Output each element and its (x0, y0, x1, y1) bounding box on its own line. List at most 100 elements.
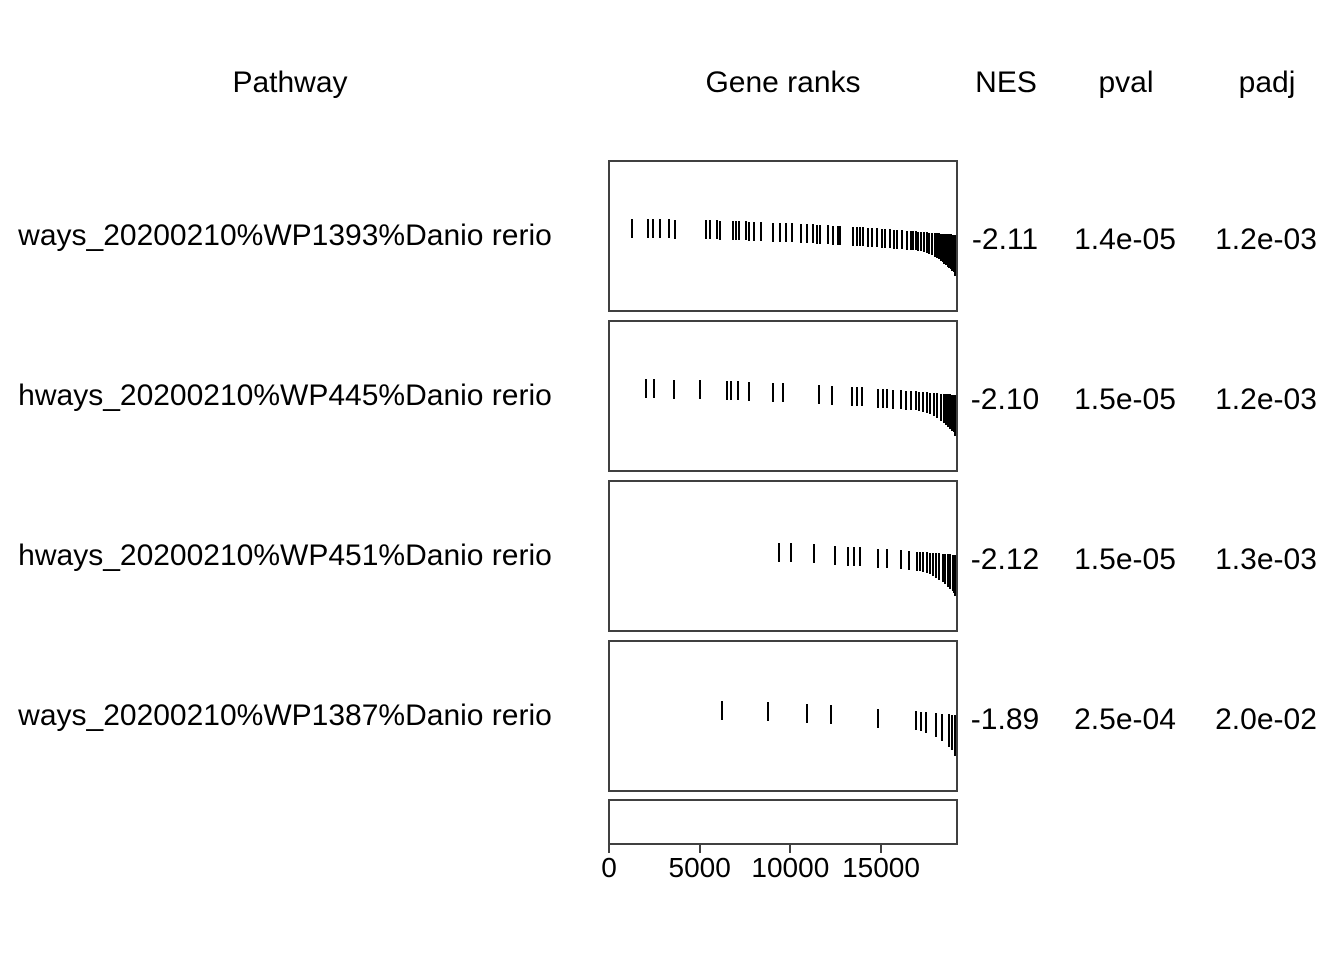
gene-rank-tick (861, 227, 864, 247)
column-header-nes: NES (975, 66, 1037, 99)
gene-rank-tick (941, 553, 944, 583)
gene-rank-tick (925, 392, 928, 413)
gene-rank-tick (921, 392, 924, 412)
gene-rank-tick (918, 391, 921, 411)
gene-rank-tick (674, 219, 677, 239)
gene-ranks-plot (608, 160, 958, 312)
gene-rank-tick (847, 546, 850, 566)
gene-rank-tick (933, 232, 936, 257)
gene-ranks-plot (608, 640, 958, 792)
gene-rank-tick (855, 227, 858, 247)
x-axis-tick-label: 5000 (668, 852, 731, 883)
gene-rank-tick (730, 380, 733, 400)
gene-rank-tick (940, 713, 943, 742)
gene-rank-tick (653, 379, 656, 399)
gene-rank-tick (760, 222, 763, 242)
gene-rank-tick (858, 547, 861, 567)
gene-rank-tick (951, 394, 954, 431)
gene-rank-tick (778, 222, 781, 242)
gene-rank-tick (943, 233, 946, 264)
gene-rank-tick (936, 393, 939, 419)
gene-rank-tick (928, 232, 931, 254)
gene-rank-tick (905, 390, 908, 410)
gene-rank-tick (812, 544, 815, 564)
gene-rank-tick (772, 222, 775, 242)
gene-rank-tick (930, 232, 933, 256)
gene-rank-tick (949, 394, 952, 429)
gene-rank-tick (919, 551, 922, 572)
gene-rank-tick (870, 228, 873, 248)
gene-rank-tick (837, 225, 840, 245)
gene-rank-tick (945, 394, 948, 426)
gene-rank-tick (908, 550, 911, 570)
gene-rank-tick (748, 221, 751, 241)
gene-rank-tick (947, 554, 950, 587)
gene-rank-tick (866, 227, 869, 247)
gene-rank-tick (881, 388, 884, 408)
pathway-label: hways_20200210%WP451%Danio rerio (18, 539, 552, 572)
gene-rank-tick (668, 219, 671, 239)
x-axis-tick-mark (789, 845, 792, 853)
gene-rank-tick (708, 220, 711, 240)
gene-rank-tick (876, 388, 879, 408)
pathway-label: hways_20200210%WP445%Danio rerio (18, 379, 552, 412)
gene-rank-tick (651, 219, 654, 239)
gene-rank-tick (925, 232, 928, 253)
gene-rank-tick (789, 543, 792, 563)
gene-rank-tick (924, 712, 927, 733)
axis-base-box (608, 799, 958, 845)
nes-value: -2.12 (970, 543, 1040, 576)
gene-rank-tick (914, 231, 917, 251)
gene-rank-tick (900, 550, 903, 570)
column-header-gene-ranks: Gene ranks (705, 66, 861, 99)
gene-rank-tick (732, 221, 735, 240)
gene-rank-tick (914, 391, 917, 411)
gene-rank-tick (942, 393, 945, 423)
gene-rank-tick (938, 233, 941, 260)
gene-rank-tick (659, 219, 662, 239)
gene-rank-tick (718, 220, 721, 240)
gene-rank-tick (784, 223, 787, 243)
gene-rank-tick (777, 542, 780, 562)
gene-rank-tick (880, 228, 883, 248)
padj-value: 1.2e-03 (1215, 383, 1317, 416)
gene-rank-tick (935, 233, 938, 259)
gene-rank-tick (925, 552, 928, 573)
gene-rank-tick (855, 387, 858, 407)
gene-rank-tick (850, 386, 853, 406)
gene-rank-tick (738, 221, 741, 241)
gene-rank-tick (834, 545, 837, 565)
gene-rank-tick (806, 224, 809, 244)
gene-rank-tick (939, 233, 942, 261)
gene-rank-tick (644, 379, 647, 399)
gene-rank-tick (735, 221, 738, 241)
gene-rank-tick (929, 392, 932, 415)
x-axis-tick-mark (880, 845, 883, 853)
gene-rank-tick (934, 713, 937, 738)
nes-value: -1.89 (970, 703, 1040, 736)
pathway-label: ways_20200210%WP1387%Danio rerio (18, 699, 552, 732)
gene-rank-tick (817, 384, 820, 404)
pval-value: 1.5e-05 (1074, 383, 1176, 416)
gene-rank-tick (725, 380, 728, 400)
gene-rank-tick (922, 232, 925, 252)
gene-rank-tick (939, 393, 942, 421)
x-axis-tick-mark (698, 845, 701, 853)
gene-rank-tick (910, 391, 913, 411)
gene-rank-tick (931, 552, 934, 576)
gene-rank-tick (948, 234, 951, 269)
gene-rank-tick (952, 394, 955, 433)
gene-rank-tick (935, 553, 938, 578)
gene-rank-tick (912, 231, 915, 251)
gene-rank-tick (915, 711, 918, 731)
pval-value: 2.5e-04 (1074, 703, 1176, 736)
gene-rank-tick (944, 553, 947, 585)
gene-rank-tick (947, 714, 950, 748)
padj-value: 2.0e-02 (1215, 703, 1317, 736)
gene-rank-tick (630, 219, 633, 239)
gene-rank-tick (891, 389, 894, 409)
gene-rank-tick (816, 224, 819, 244)
gene-rank-tick (748, 381, 751, 401)
pval-value: 1.5e-05 (1074, 543, 1176, 576)
gene-rank-tick (853, 546, 856, 566)
